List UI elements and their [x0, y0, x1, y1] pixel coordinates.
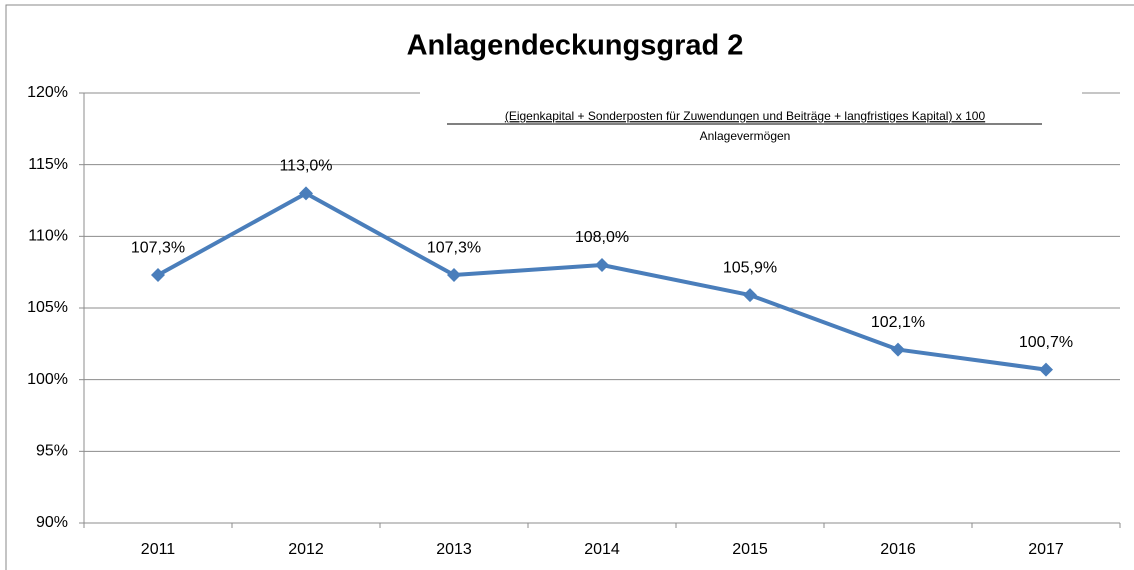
x-tick-label: 2013 — [436, 541, 472, 558]
x-tick-label: 2011 — [141, 541, 176, 558]
x-tick-label: 2016 — [880, 541, 916, 558]
annotation-box — [420, 88, 1082, 148]
y-tick-label: 95% — [36, 443, 68, 460]
x-tick-label: 2012 — [288, 541, 324, 558]
chart-title: Anlagendeckungsgrad 2 — [407, 30, 744, 62]
y-tick-label: 115% — [28, 156, 68, 173]
data-label: 105,9% — [723, 259, 777, 276]
y-tick-label: 90% — [36, 514, 68, 531]
data-label: 107,3% — [131, 239, 185, 256]
y-tick-label: 120% — [27, 84, 68, 101]
x-tick-label: 2017 — [1028, 541, 1064, 558]
data-point — [299, 186, 313, 201]
y-tick-label: 110% — [28, 228, 68, 245]
formula-numerator: (Eigenkapital + Sonderposten für Zuwendu… — [505, 109, 986, 123]
y-tick-label: 105% — [27, 299, 68, 316]
data-label: 100,7% — [1019, 334, 1073, 351]
x-tick-label: 2015 — [732, 541, 768, 558]
data-point — [151, 268, 165, 283]
data-point — [891, 342, 905, 357]
data-point — [447, 268, 461, 283]
x-tick-label: 2014 — [584, 541, 620, 558]
data-point — [743, 288, 757, 303]
y-tick-label: 100% — [27, 371, 68, 388]
data-label: 107,3% — [427, 239, 481, 256]
data-point — [595, 258, 609, 272]
data-point — [1039, 362, 1053, 377]
data-label: 102,1% — [871, 314, 925, 331]
data-label: 108,0% — [575, 229, 629, 246]
formula-denominator: Anlagevermögen — [700, 129, 791, 143]
data-label: 113,0% — [279, 158, 332, 175]
